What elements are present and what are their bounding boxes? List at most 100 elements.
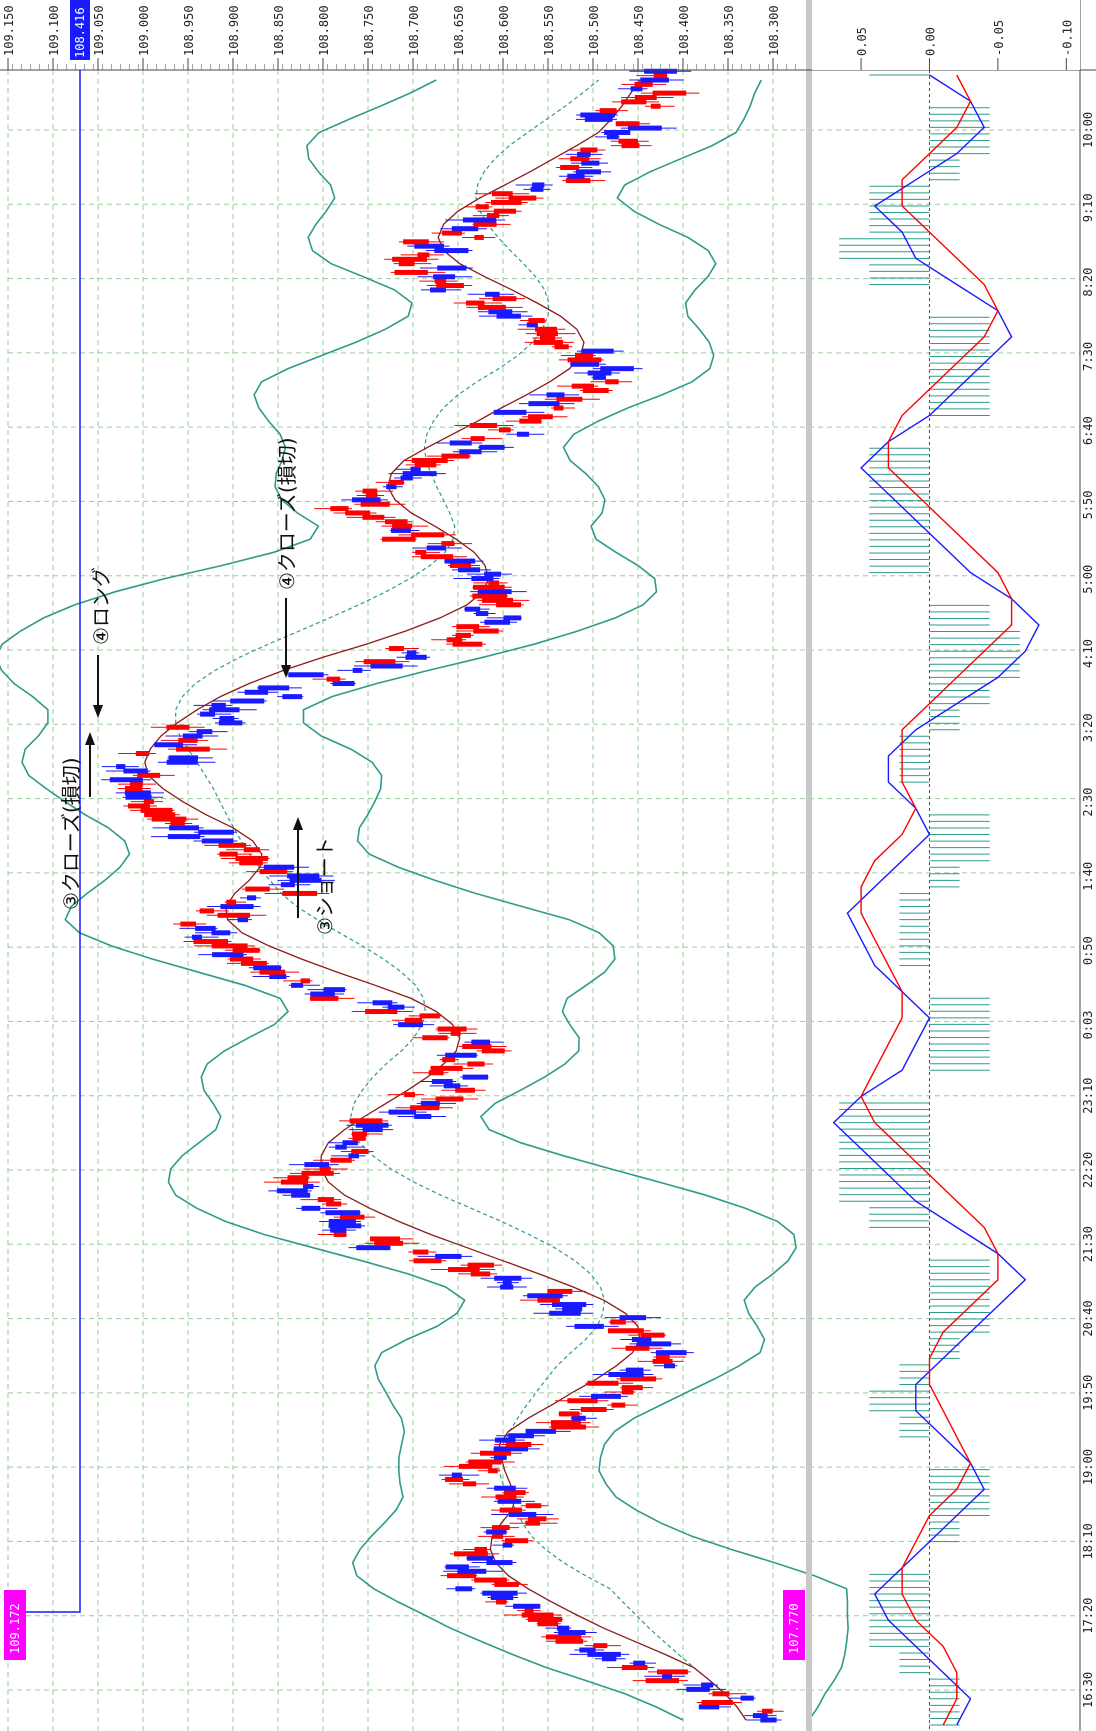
candle-body: [446, 637, 463, 643]
candle-body: [581, 348, 614, 354]
candle-body: [151, 816, 187, 822]
candle-body: [653, 73, 668, 79]
candle-body: [574, 353, 594, 359]
candle-body: [178, 737, 198, 743]
candle-body: [611, 1402, 626, 1408]
candle-body: [288, 672, 324, 678]
candle-body: [243, 847, 260, 853]
candle-body: [326, 1201, 342, 1207]
time-tick-label: 10:00: [1081, 112, 1095, 148]
candle-body: [556, 1625, 570, 1631]
candle-body: [356, 1245, 391, 1251]
svg-text:③ショート: ③ショート: [313, 837, 337, 935]
candle-body: [471, 576, 494, 582]
candle-body: [291, 1192, 311, 1198]
candle-body: [405, 654, 427, 660]
candle-body: [600, 366, 634, 372]
price-tick-label: 108.600: [497, 5, 511, 56]
candle-body: [328, 1218, 356, 1224]
candle-body: [196, 729, 213, 735]
candle-body: [495, 1494, 517, 1500]
candle-body: [580, 112, 615, 118]
signal-line: [860, 74, 1013, 1726]
candle-body: [384, 519, 408, 525]
time-tick-label: 4:10: [1081, 639, 1095, 668]
candle-body: [608, 1328, 644, 1334]
candle-body: [570, 361, 600, 367]
candle-body: [645, 1678, 680, 1684]
candle-body: [441, 541, 455, 547]
candle-body: [388, 1109, 416, 1115]
bollinger-middle-line: [175, 79, 747, 1721]
candle-body: [437, 1026, 467, 1032]
candle-body: [525, 1428, 556, 1434]
candle-body: [404, 1092, 415, 1098]
candle-body: [488, 1468, 498, 1474]
candle-body: [330, 506, 349, 512]
low-price-tag: 107.770: [783, 1590, 805, 1660]
candle-body: [398, 261, 415, 267]
candle-body: [289, 877, 322, 883]
candle-body: [462, 1074, 489, 1080]
candle-body: [170, 820, 185, 826]
candle-body: [247, 895, 257, 901]
candle-body: [505, 1441, 532, 1447]
candle-body: [482, 597, 513, 603]
candle-body: [655, 1354, 670, 1360]
candle-body: [239, 860, 263, 866]
candle-body: [579, 1647, 596, 1653]
candle-body: [570, 156, 590, 162]
candle-body: [575, 169, 601, 175]
price-tick-label: 109.150: [2, 5, 16, 56]
candle-body: [535, 326, 558, 332]
candle-body: [618, 138, 638, 144]
candles: [101, 68, 784, 1723]
candle-body: [650, 103, 661, 109]
candle-body: [470, 1271, 491, 1277]
candle-body: [473, 584, 505, 590]
price-tick-label: 108.500: [587, 5, 601, 56]
candle-body: [360, 501, 390, 507]
candle-body: [533, 339, 564, 345]
candle-body: [414, 462, 437, 468]
candle-body: [245, 886, 270, 892]
candle-body: [502, 1280, 512, 1286]
price-tick-label: 108.800: [317, 5, 331, 56]
time-tick-label: 20:40: [1081, 1300, 1095, 1336]
candle-body: [495, 1599, 507, 1605]
candle-body: [389, 479, 404, 485]
price-tick-label: 108.300: [767, 5, 781, 56]
candle-body: [348, 1153, 360, 1159]
time-tick-label: 18:10: [1081, 1523, 1095, 1559]
candle-body: [499, 1507, 522, 1513]
candle-body: [537, 1297, 560, 1303]
candle-body: [124, 785, 143, 791]
candle-body: [621, 1385, 643, 1391]
candle-body: [604, 129, 631, 135]
candle-body: [567, 357, 602, 363]
candle-body: [500, 1284, 514, 1290]
candle-body: [630, 86, 643, 92]
candle-body: [532, 182, 545, 188]
candle-body: [482, 1590, 518, 1596]
candle-body: [129, 781, 143, 787]
candle-body: [652, 1358, 673, 1364]
candle-body: [469, 422, 498, 428]
price-tick-label: 108.900: [227, 5, 241, 56]
candle-body: [330, 1157, 352, 1163]
candle-body: [382, 536, 416, 542]
candle-body: [467, 1061, 485, 1067]
candle-body: [553, 405, 564, 411]
candle-body: [490, 1595, 514, 1601]
candle-body: [259, 969, 286, 975]
candle-body: [137, 772, 161, 778]
candle-body: [449, 562, 472, 568]
candle-body: [326, 676, 341, 682]
candle-body: [740, 1695, 754, 1701]
candle-body: [552, 1302, 587, 1308]
candle-body: [528, 414, 553, 420]
candle-body: [473, 628, 499, 634]
candle-body: [355, 1122, 389, 1128]
candle-body: [480, 1450, 512, 1456]
